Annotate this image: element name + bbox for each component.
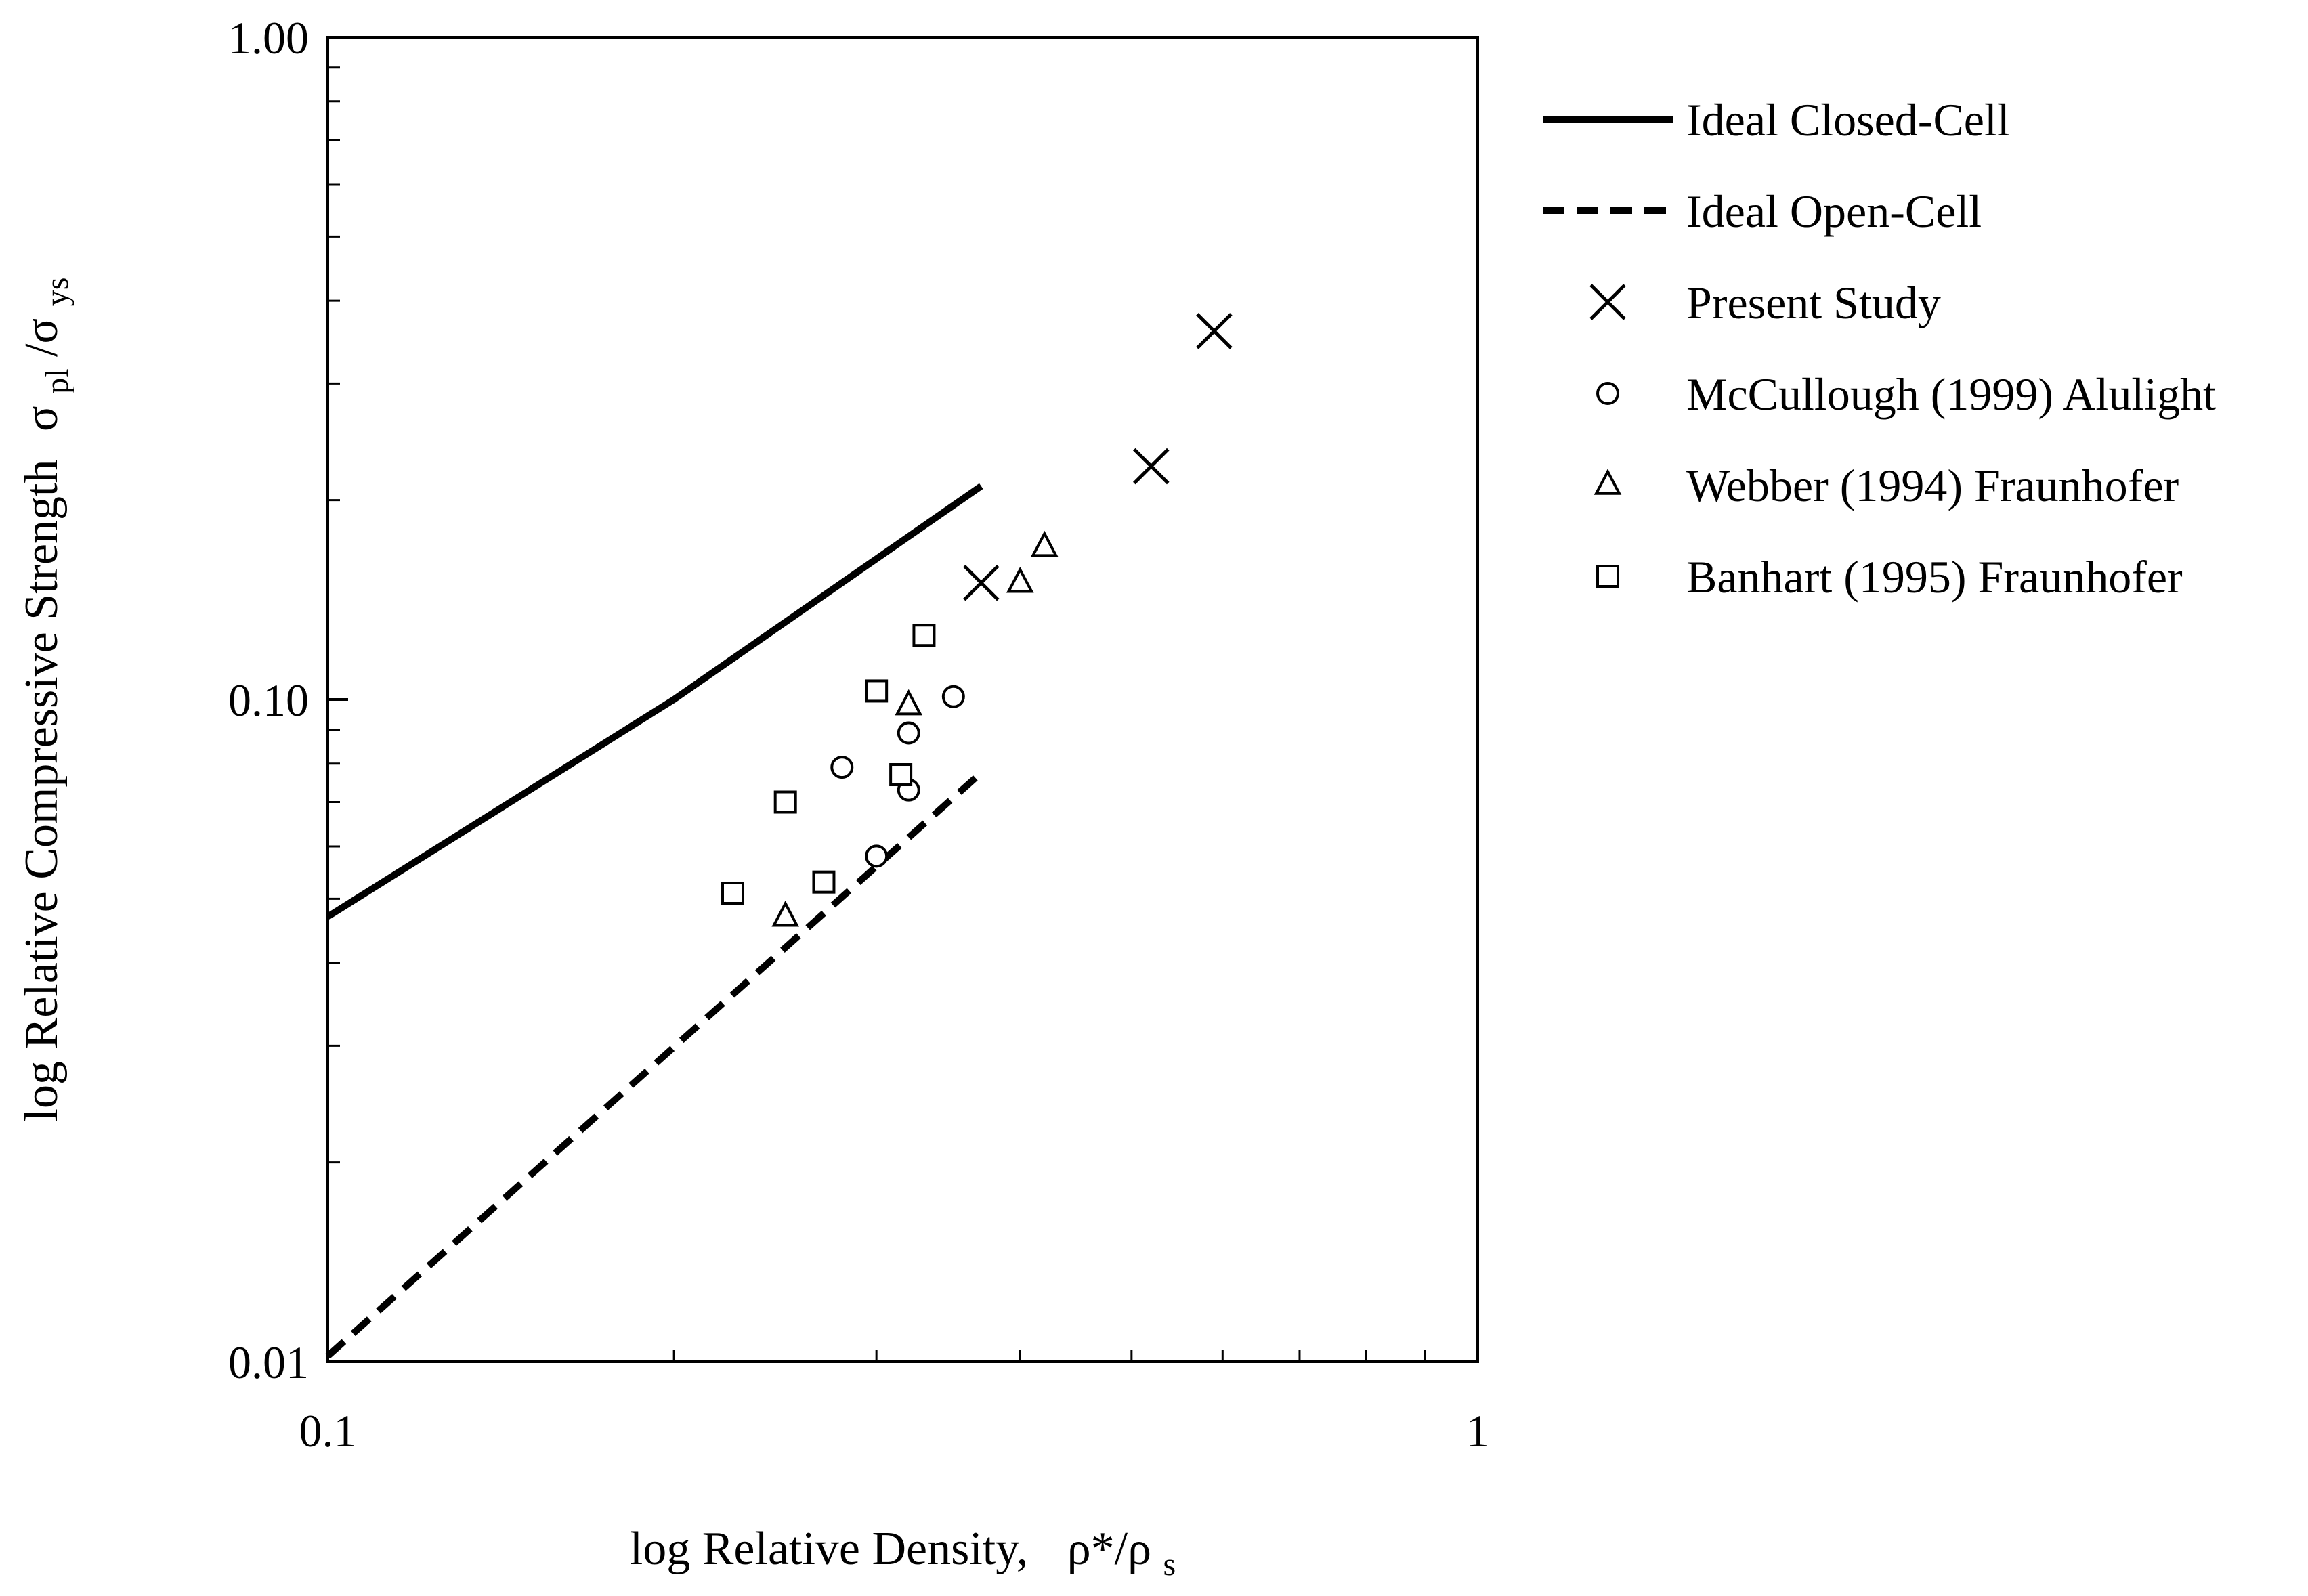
y-axis-title-sub-pl: pl: [39, 368, 75, 393]
data-point-triangle: [771, 900, 800, 927]
legend-label: McCullough (1999) Alulight: [1686, 368, 2216, 420]
x-axis-ticks: 0.1 1: [299, 1341, 1489, 1457]
data-point-square: [721, 881, 745, 905]
series-ideal-open-cell: [325, 770, 984, 1359]
series-line: [325, 770, 984, 1359]
data-point-square: [889, 763, 913, 787]
data-point-circle: [830, 756, 854, 779]
data-point-x: [1133, 448, 1170, 485]
legend-marker-x: [1589, 284, 1626, 320]
legend-item-banhart-1995-fraunhofer: Banhart (1995) Fraunhofer: [1596, 551, 2183, 603]
legend-item-webber-1994-fraunhofer: Webber (1994) Fraunhofer: [1594, 460, 2179, 511]
data-point-x: [963, 565, 1000, 601]
legend-marker-square: [1596, 565, 1619, 588]
data-point-triangle: [1030, 530, 1059, 557]
x-tick-label: 1: [1466, 1405, 1489, 1457]
x-axis-title-symbol: ρ*/ρ: [1067, 1523, 1151, 1575]
x-axis-title-subscript: s: [1163, 1547, 1176, 1582]
legend-label: Ideal Open-Cell: [1686, 186, 1982, 237]
legend-item-ideal-open-cell: Ideal Open-Cell: [1543, 186, 1982, 237]
legend-label: Banhart (1995) Fraunhofer: [1686, 551, 2183, 603]
y-tick-label: 0.01: [228, 1337, 309, 1388]
x-axis-title: log Relative Density, ρ*/ρ s: [630, 1523, 1176, 1582]
data-point-square: [773, 790, 797, 814]
y-axis-title-sep: /σ: [16, 318, 68, 357]
data-point-circle: [941, 685, 965, 708]
data-point-triangle: [895, 689, 923, 716]
series-line: [326, 483, 983, 920]
y-axis-title: log Relative Compressive Strength σ pl /…: [16, 278, 79, 1122]
data-point-circle: [865, 844, 889, 868]
series-banhart-1995-fraunhofer: [721, 624, 936, 905]
legend-marker-triangle: [1594, 469, 1622, 495]
data-point-triangle: [1006, 566, 1034, 593]
legend-label: Ideal Closed-Cell: [1686, 94, 2010, 146]
legend-item-ideal-closed-cell: Ideal Closed-Cell: [1543, 94, 2010, 146]
y-axis-title-prefix: log Relative Compressive Strength: [16, 460, 68, 1122]
y-tick-label: 0.10: [228, 674, 309, 726]
series-layer: [325, 313, 1233, 1359]
plot-area-border: [326, 36, 1479, 1363]
y-axis-ticks: 0.01 0.10 1.00: [228, 12, 348, 1388]
data-point-square: [912, 624, 936, 647]
legend-item-present-study: Present Study: [1589, 277, 1941, 328]
x-tick-label: 0.1: [299, 1405, 357, 1457]
series-present-study: [963, 313, 1233, 601]
data-point-x: [1196, 313, 1233, 349]
y-axis-title-sub-ys: ys: [39, 278, 75, 307]
series-webber-1994-fraunhofer: [771, 530, 1059, 927]
legend-label: Present Study: [1686, 277, 1941, 328]
series-ideal-closed-cell: [326, 483, 983, 920]
data-point-square: [812, 870, 836, 894]
y-axis-title-symbol: σ: [16, 406, 68, 431]
x-axis-title-prefix: log Relative Density,: [630, 1523, 1028, 1575]
legend-marker-circle: [1596, 382, 1619, 405]
legend: Ideal Closed-Cell Ideal Open-Cell Present …: [1543, 94, 2216, 603]
y-tick-label: 1.00: [228, 12, 309, 64]
plot-area-frame: [326, 36, 1479, 1363]
legend-item-mccullough-1999-alulight: McCullough (1999) Alulight: [1596, 368, 2216, 420]
legend-label: Webber (1994) Fraunhofer: [1686, 460, 2179, 511]
data-point-square: [865, 679, 889, 703]
data-point-circle: [897, 721, 920, 745]
